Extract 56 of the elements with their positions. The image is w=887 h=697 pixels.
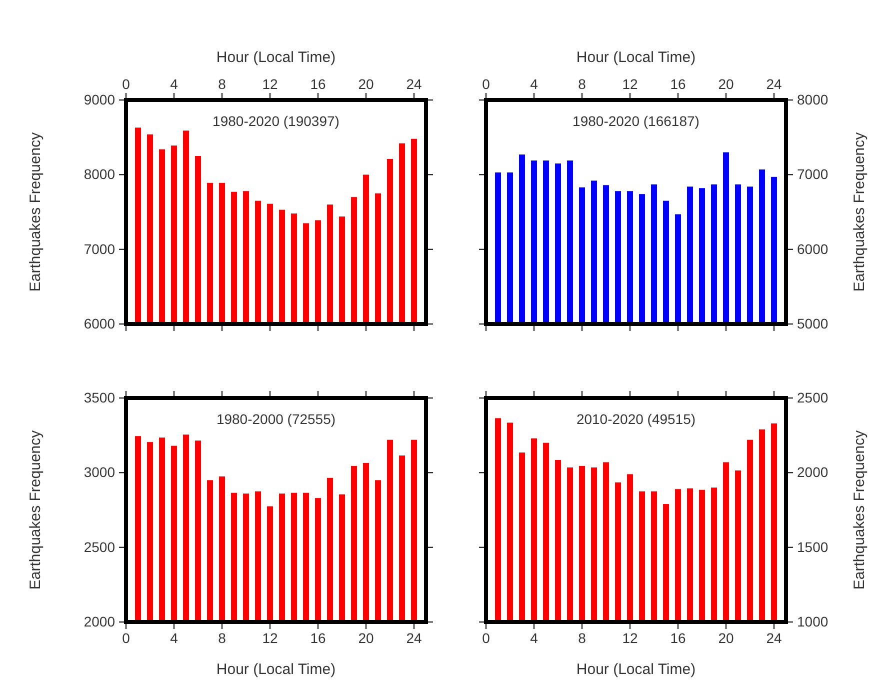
- x-tick-label: 4: [530, 630, 538, 646]
- y2-tick-label: 2000: [797, 464, 828, 480]
- x-tick-label: 20: [358, 76, 374, 92]
- x-tick-label: 12: [622, 76, 638, 92]
- x-tick-label: 24: [766, 76, 782, 92]
- y2-axis-title: Earthquakes Frequency: [851, 430, 868, 590]
- x-tick-label: 8: [578, 76, 586, 92]
- y-tick-label: 2000: [84, 613, 116, 630]
- x-tick-label: 4: [530, 76, 538, 92]
- y2-tick-label: 5000: [797, 315, 828, 332]
- y-tick-label: 6000: [84, 315, 116, 332]
- x-tick-label: 4: [170, 630, 178, 646]
- y-tick-label: 8000: [84, 166, 116, 182]
- x-axis-title: Hour (Local Time): [216, 49, 336, 66]
- x-tick-label: 12: [622, 630, 638, 646]
- x-tick-label: 0: [122, 630, 130, 646]
- x-tick-label: 20: [358, 630, 374, 646]
- x-tick-label: 24: [406, 630, 422, 646]
- x-tick-label: 0: [122, 76, 130, 92]
- x-tick-label: 24: [766, 630, 782, 646]
- y-tick-label: 3000: [84, 464, 116, 480]
- x-tick-label: 8: [218, 630, 226, 646]
- x-tick-label: 0: [482, 76, 490, 92]
- y2-tick-label: 6000: [797, 240, 828, 257]
- y-axis-title: Earthquakes Frequency: [27, 430, 44, 590]
- x-tick-label: 0: [482, 630, 490, 646]
- y-tick-label: 9000: [84, 91, 116, 108]
- x-tick-label: 8: [578, 630, 586, 646]
- y2-tick-label: 8000: [797, 91, 828, 108]
- x-tick-label: 8: [218, 76, 226, 92]
- x-axis-title: Hour (Local Time): [576, 49, 696, 66]
- x-axis-title: Hour (Local Time): [576, 661, 696, 678]
- x-tick-label: 16: [670, 630, 686, 646]
- y-axis-title: Earthquakes Frequency: [27, 132, 44, 292]
- y2-tick-label: 2500: [797, 389, 828, 406]
- y2-axis-title: Earthquakes Frequency: [851, 132, 868, 292]
- y-tick-label: 7000: [84, 240, 116, 257]
- y2-tick-label: 7000: [797, 166, 828, 182]
- x-tick-label: 24: [406, 76, 422, 92]
- x-tick-label: 12: [262, 630, 278, 646]
- y-tick-label: 3500: [84, 389, 116, 406]
- text: 1980-2020 (190397): [212, 113, 340, 129]
- text: 2010-2020 (49515): [576, 411, 696, 427]
- y2-tick-label: 1500: [797, 538, 828, 555]
- y2-tick-label: 1000: [797, 613, 828, 630]
- x-tick-label: 16: [310, 630, 326, 646]
- x-tick-label: 4: [170, 76, 178, 92]
- x-tick-label: 12: [262, 76, 278, 92]
- x-tick-label: 20: [718, 630, 734, 646]
- y-tick-label: 2500: [84, 538, 116, 555]
- x-axis-title: Hour (Local Time): [216, 661, 336, 678]
- x-tick-label: 20: [718, 76, 734, 92]
- text: 1980-2020 (166187): [572, 113, 700, 129]
- x-tick-label: 16: [310, 76, 326, 92]
- x-tick-label: 16: [670, 76, 686, 92]
- text: 1980-2000 (72555): [216, 411, 336, 427]
